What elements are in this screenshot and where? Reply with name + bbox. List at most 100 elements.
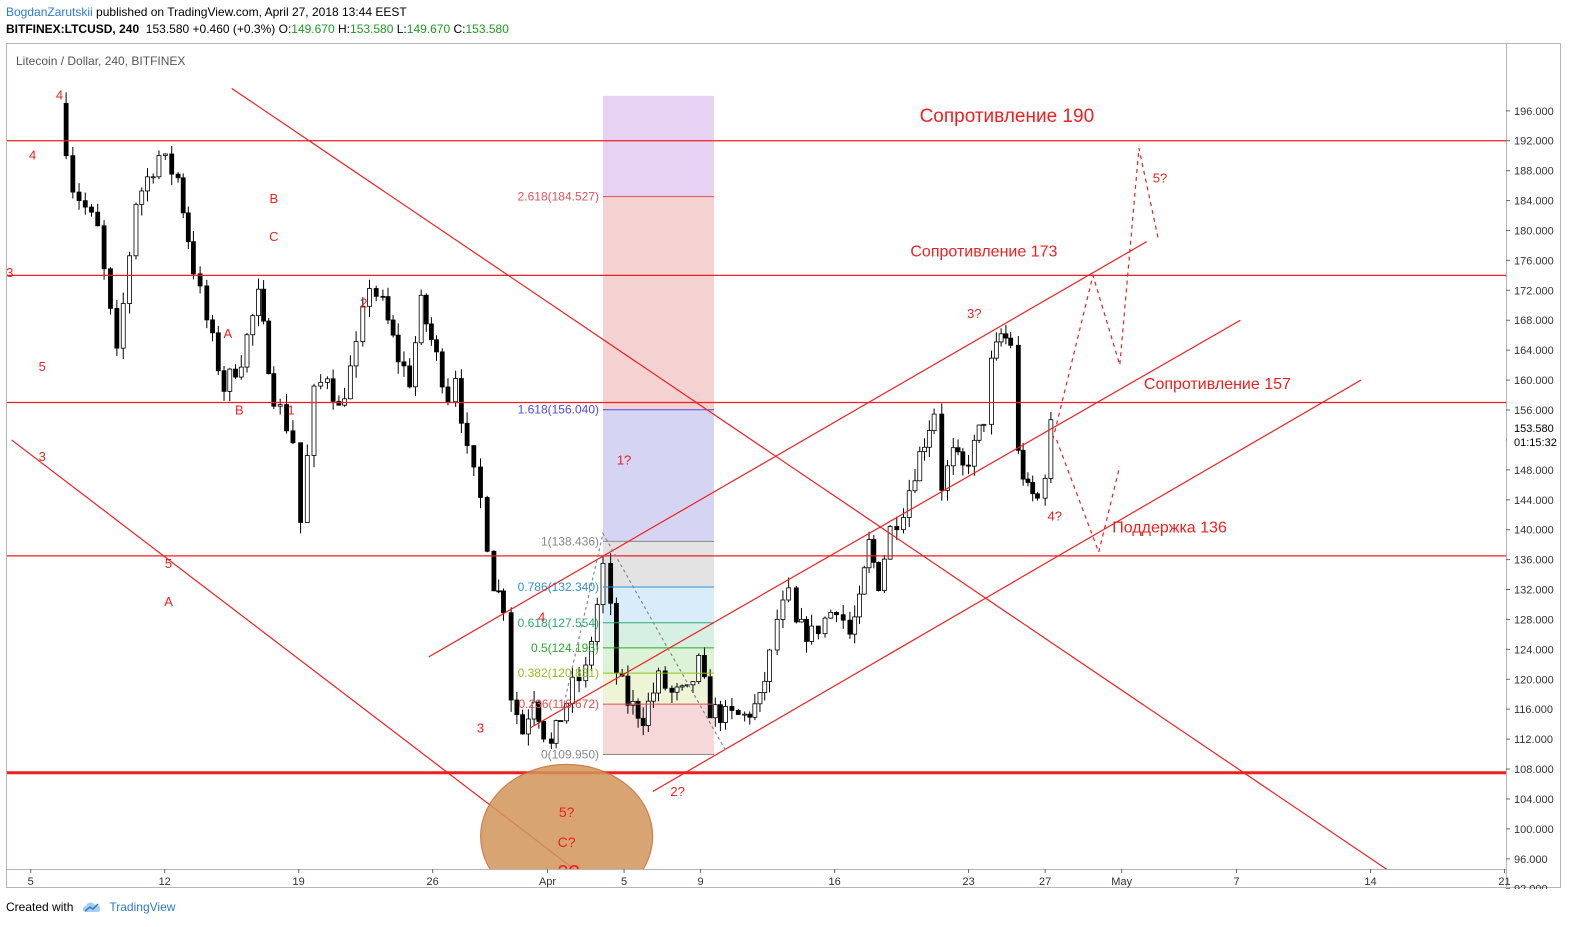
candle-body: [233, 368, 238, 378]
price-tick-label: 136.000: [1514, 555, 1554, 567]
candle-body: [881, 558, 887, 591]
candle-body: [82, 200, 88, 208]
fib-level-label: 0.382(120.831): [518, 666, 599, 680]
candle-body: [640, 717, 646, 726]
candle-body: [1020, 449, 1026, 480]
candle-body: [395, 334, 401, 363]
candle-body: [439, 351, 445, 388]
candle-body: [861, 567, 867, 595]
candle-body: [662, 670, 668, 689]
price-tick-label: 144.000: [1514, 495, 1554, 507]
time-tick-label: 7: [1233, 876, 1239, 888]
last-price: 153.580: [145, 22, 190, 36]
candle-body: [311, 385, 317, 456]
candle-body: [120, 303, 126, 349]
wave-annotation: 3?: [967, 306, 981, 321]
candle-body: [191, 241, 196, 275]
candle-body: [690, 681, 696, 686]
price-tick-label: 124.000: [1514, 644, 1554, 656]
wave-annotation: 1?: [617, 453, 631, 468]
candle-body: [204, 285, 210, 321]
candle-body: [324, 378, 330, 383]
candle-body: [401, 361, 407, 367]
wave-annotation: 2: [360, 296, 367, 311]
wave-annotation: 5: [165, 556, 172, 571]
trend-line: [231, 87, 1388, 869]
tradingview-link[interactable]: TradingView: [81, 900, 175, 914]
wave-annotation: 5: [39, 359, 46, 374]
wave-annotation: Сопротивление 190: [920, 106, 1095, 127]
created-with-label: Created with: [6, 900, 74, 914]
candle-body: [1035, 493, 1040, 499]
candle-body: [804, 618, 809, 642]
close-value: 153.580: [465, 22, 509, 36]
candle-body: [215, 332, 221, 372]
fib-level-label: 0.618(127.554): [518, 616, 599, 630]
candle-body: [250, 315, 256, 336]
tradingview-cloud-icon: [83, 902, 101, 912]
price-chart[interactable]: 2.618(184.527) 1.618(156.040) 1(138.436) 0.…: [7, 44, 1562, 889]
candle-body: [558, 720, 564, 722]
candle-body: [993, 341, 999, 359]
price-tick-label: 192.000: [1514, 136, 1554, 148]
projection-path: [1052, 148, 1159, 441]
candle-body: [491, 550, 497, 592]
candle-body: [1030, 482, 1036, 495]
candle-body: [261, 288, 266, 322]
candle-body: [981, 423, 987, 426]
wave-annotation: 4: [29, 147, 36, 162]
wave-annotation: 5?: [1153, 171, 1167, 186]
time-tick-label: 12: [159, 876, 171, 888]
fib-zone: [603, 409, 715, 542]
price-tick-label: 172.000: [1514, 285, 1554, 297]
candle-body: [156, 155, 162, 178]
price-tick-label: 104.000: [1514, 794, 1554, 806]
candle-body: [887, 526, 893, 560]
candle-body: [76, 191, 82, 202]
candle-body: [762, 680, 768, 694]
time-tick-label: 5: [28, 876, 34, 888]
candle-body: [304, 455, 310, 523]
candle-body: [747, 713, 753, 718]
time-tick-label: 19: [293, 876, 305, 888]
time-tick-label: 14: [1364, 876, 1376, 888]
low-label: L:: [396, 22, 407, 36]
fib-level-label: 0.786(132.340): [518, 580, 599, 594]
candle-body: [1048, 419, 1054, 479]
candle-body: [589, 641, 594, 666]
price-tick-label: 112.000: [1514, 734, 1553, 746]
price-tick-label: 168.000: [1514, 315, 1554, 327]
candle-body: [712, 704, 718, 719]
candle-body: [912, 480, 918, 492]
retracement-path: [562, 531, 727, 751]
high-label: H:: [338, 22, 351, 36]
candle-body: [1003, 333, 1009, 339]
candle-body: [767, 649, 772, 682]
candle-body: [576, 676, 582, 682]
candle-body: [360, 305, 366, 342]
price-tick-label: 140.000: [1514, 525, 1554, 537]
target-zone-ellipse: [480, 763, 654, 869]
candle-body: [926, 430, 932, 448]
author-link[interactable]: BogdanZarutskii: [6, 5, 93, 19]
bar-countdown-label: 01:15:32: [1514, 437, 1557, 449]
candle-body: [70, 155, 76, 193]
chart-pane[interactable]: 2.618(184.527) 1.618(156.040) 1(138.436) 0.…: [6, 43, 1562, 889]
price-tick-label: 180.000: [1514, 225, 1554, 237]
candle-body: [608, 562, 614, 604]
fib-zone: [603, 704, 715, 755]
publish-info: published on TradingView.com, April 27, …: [92, 5, 407, 19]
price-tick-label: 96.000: [1514, 854, 1548, 866]
time-tick-label: 23: [962, 876, 974, 888]
candle-body: [531, 701, 537, 720]
candle-body: [318, 381, 324, 387]
candle-body: [548, 738, 554, 744]
candle-body: [852, 616, 858, 635]
candle-body: [101, 225, 107, 270]
candle-body: [380, 295, 386, 298]
tradingview-brand: TradingView: [109, 900, 176, 914]
wave-annotation: 4?: [1047, 509, 1061, 524]
candle-body: [413, 342, 418, 388]
candle-body: [871, 539, 877, 563]
symbol-label: BITFINEX:LTCUSD, 240: [6, 22, 140, 36]
